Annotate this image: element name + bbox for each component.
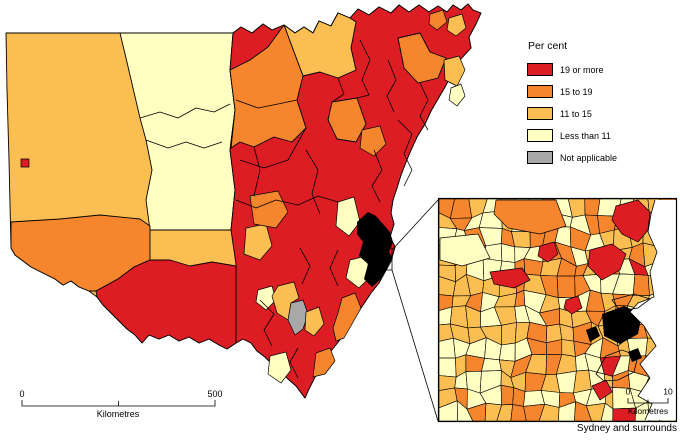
inset-region-red-south xyxy=(591,379,613,401)
inset-region xyxy=(523,403,545,421)
legend-swatch xyxy=(527,85,553,98)
inset-scale-unit: Kilometres xyxy=(628,406,668,416)
region-mideast-orange xyxy=(359,125,387,157)
inset-region xyxy=(466,402,487,421)
main-scale-unit: Kilometres xyxy=(97,409,140,419)
region-orange-far-south xyxy=(312,347,336,378)
inset-region xyxy=(586,402,606,421)
inset-sydney-dense xyxy=(602,306,642,344)
main-scale-start: 0 xyxy=(19,389,24,399)
region-sw-orange xyxy=(10,214,151,292)
main-scalebar: 0 500 Kilometres xyxy=(19,389,222,419)
inset-region xyxy=(556,275,576,299)
inset-ocean xyxy=(630,200,676,420)
inset-sydney-harbour xyxy=(611,293,651,312)
inset-caption: Sydney and surrounds xyxy=(576,423,677,434)
inset-region xyxy=(496,404,514,421)
legend-label: 11 to 15 xyxy=(560,108,592,119)
inset-region-red-mid2 xyxy=(563,295,583,315)
inset-region-red-ne2 xyxy=(587,243,627,281)
inset-region-orange-large xyxy=(493,199,567,235)
inset-region-red-west xyxy=(489,267,531,289)
region-act-gray xyxy=(287,299,309,336)
region-west-red-outlier xyxy=(20,158,30,168)
inset-region xyxy=(634,401,650,421)
legend-row: 11 to 15 xyxy=(527,107,617,120)
inset-region xyxy=(523,258,544,276)
inset-region xyxy=(555,370,577,394)
inset-botany-bay xyxy=(595,349,639,382)
inset-region xyxy=(498,342,516,362)
legend-label: Less than 11 xyxy=(560,130,611,141)
inset-coastline xyxy=(629,199,658,421)
region-yellow-small xyxy=(255,285,277,311)
inset-leader-top xyxy=(391,199,439,251)
inset-border xyxy=(437,197,678,423)
inset-region xyxy=(538,403,560,421)
inset-region xyxy=(481,357,502,372)
region-boundaries xyxy=(139,39,429,379)
sydney-metro-area xyxy=(357,212,393,287)
legend-swatch xyxy=(527,107,553,120)
inset-feature-regions xyxy=(439,199,676,421)
legend-row: 19 or more xyxy=(527,63,617,76)
legend: Per cent 19 or more 15 to 19 11 to 15 Le… xyxy=(527,40,617,173)
region-sw-red xyxy=(95,259,237,350)
inset-region xyxy=(501,322,517,346)
region-amber-east-act xyxy=(304,306,325,337)
legend-row: Less than 11 xyxy=(527,129,617,142)
inset-region xyxy=(510,404,527,421)
inset-map: 0 10 Kilometres xyxy=(437,197,678,423)
inset-region xyxy=(558,401,576,421)
inset-scale-end: 10 xyxy=(663,387,673,397)
legend-swatch xyxy=(527,151,553,164)
legend-row: Not applicable xyxy=(527,151,617,164)
legend-row: 15 to 19 xyxy=(527,85,617,98)
region-yellow-south xyxy=(267,351,292,384)
inset-region xyxy=(439,337,456,359)
region-ne-amber xyxy=(443,55,466,87)
inset-region-yellow-large xyxy=(439,233,491,267)
inset-region xyxy=(456,400,474,421)
inset-region xyxy=(632,274,650,297)
inset-region xyxy=(500,243,516,263)
legend-swatch xyxy=(527,129,553,142)
inset-region-red-mid1 xyxy=(537,241,559,263)
region-yellow-nw-sydney xyxy=(335,196,361,237)
inset-region xyxy=(484,402,503,421)
inset-region xyxy=(523,390,545,407)
inset-region xyxy=(600,402,614,421)
region-ne-orange xyxy=(397,32,447,84)
legend-label: 19 or more xyxy=(560,64,604,75)
inset-region xyxy=(612,407,637,421)
legend-title: Per cent xyxy=(528,40,568,52)
inset-region xyxy=(511,231,531,248)
inset-scale-start: 0 xyxy=(626,387,631,397)
main-scale-end: 500 xyxy=(207,389,222,399)
nsw-main-map xyxy=(5,3,482,422)
region-ne-yellow xyxy=(448,83,466,107)
region-ne-corner-orange xyxy=(428,9,448,31)
inset-region xyxy=(574,401,592,421)
region-orange-coast-south xyxy=(332,292,362,342)
inset-region xyxy=(561,339,576,357)
legend-label: 15 to 19 xyxy=(560,86,593,97)
legend-swatch xyxy=(527,63,553,76)
inset-scalebar: 0 10 Kilometres xyxy=(626,387,673,417)
legend-label: Not applicable xyxy=(560,152,618,163)
region-north-amber xyxy=(283,12,357,79)
inset-region xyxy=(500,384,515,406)
inset-region xyxy=(439,357,457,378)
inset-region-red-ne1 xyxy=(611,199,651,243)
inset-sydney-dense-2 xyxy=(586,326,600,342)
inset-region xyxy=(439,400,459,421)
inset-leader-bottom xyxy=(391,269,439,422)
inset-callout-rect xyxy=(371,247,393,271)
region-ne-corner-amber xyxy=(446,13,467,37)
